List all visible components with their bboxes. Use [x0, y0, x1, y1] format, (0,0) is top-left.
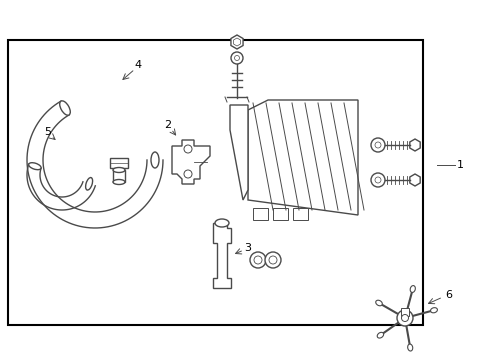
Text: 2: 2 — [164, 120, 171, 130]
Circle shape — [230, 52, 243, 64]
Text: 4: 4 — [134, 60, 141, 70]
Circle shape — [264, 252, 281, 268]
Polygon shape — [229, 105, 247, 200]
Bar — [113, 170, 125, 182]
Polygon shape — [172, 140, 209, 184]
Polygon shape — [233, 38, 240, 46]
Polygon shape — [247, 100, 357, 215]
Ellipse shape — [151, 152, 159, 168]
Circle shape — [370, 173, 384, 187]
Ellipse shape — [85, 177, 92, 190]
Ellipse shape — [407, 344, 412, 351]
Bar — [292, 208, 307, 220]
Ellipse shape — [409, 285, 414, 292]
Ellipse shape — [60, 101, 70, 115]
Circle shape — [401, 315, 407, 321]
Ellipse shape — [215, 219, 228, 227]
Bar — [8, 40, 422, 325]
Circle shape — [234, 55, 239, 60]
Bar — [400, 308, 408, 316]
Ellipse shape — [29, 163, 41, 170]
Text: 3: 3 — [244, 243, 251, 253]
Text: 1: 1 — [456, 160, 463, 170]
Polygon shape — [230, 35, 243, 49]
Bar — [272, 208, 287, 220]
Circle shape — [183, 145, 192, 153]
Text: 6: 6 — [444, 290, 451, 300]
Circle shape — [370, 138, 384, 152]
Polygon shape — [409, 139, 419, 151]
Ellipse shape — [376, 332, 383, 338]
Circle shape — [396, 310, 412, 326]
Ellipse shape — [113, 167, 125, 172]
Bar — [110, 158, 128, 168]
Circle shape — [374, 177, 380, 183]
Ellipse shape — [429, 308, 437, 313]
Circle shape — [183, 170, 192, 178]
Circle shape — [253, 256, 262, 264]
Ellipse shape — [375, 300, 382, 306]
Polygon shape — [409, 174, 419, 186]
Polygon shape — [213, 223, 230, 288]
Circle shape — [374, 142, 380, 148]
Ellipse shape — [113, 180, 125, 184]
Bar — [252, 208, 267, 220]
Text: 5: 5 — [44, 127, 51, 137]
Circle shape — [249, 252, 265, 268]
Circle shape — [268, 256, 276, 264]
